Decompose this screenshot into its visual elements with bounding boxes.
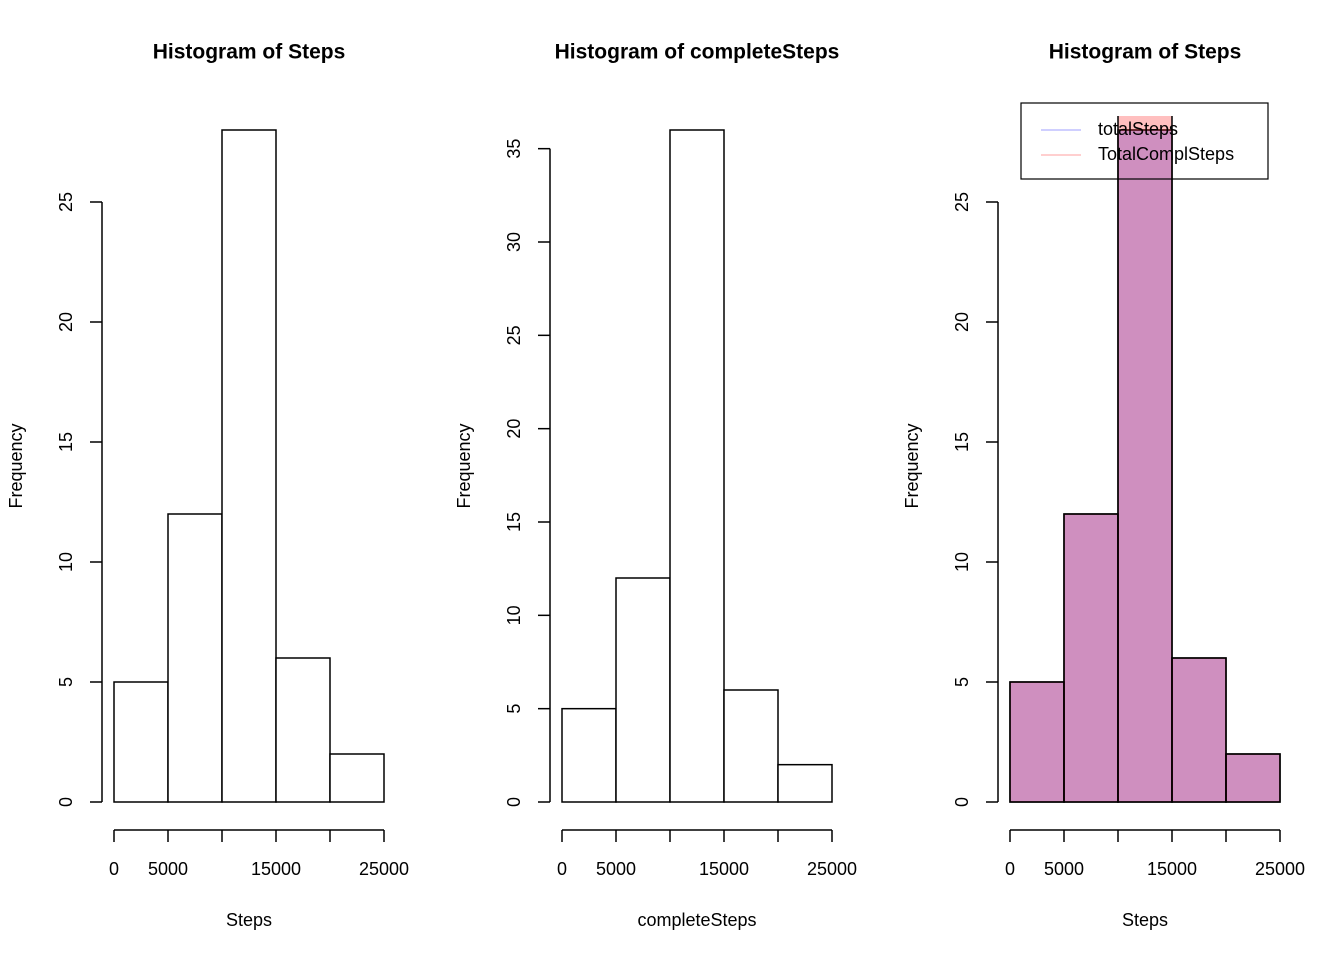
x-tick-label: 15000 <box>1147 859 1197 879</box>
x-tick-label: 0 <box>1005 859 1015 879</box>
plot-area <box>113 129 385 803</box>
plot-area <box>1009 116 1281 803</box>
y-tick-label: 0 <box>952 797 972 807</box>
bar <box>615 577 671 803</box>
bar <box>1063 513 1119 803</box>
y-tick-label: 25 <box>56 192 76 212</box>
legend-label: totalSteps <box>1098 119 1178 139</box>
bar <box>329 753 385 803</box>
x-tick-label: 25000 <box>359 859 409 879</box>
y-tick-label: 15 <box>504 512 524 532</box>
y-axis-label: Frequency <box>454 423 474 508</box>
bar <box>1225 753 1281 803</box>
x-tick-label: 15000 <box>699 859 749 879</box>
x-axis-label: completeSteps <box>637 910 756 930</box>
y-tick-label: 0 <box>56 797 76 807</box>
y-axis-label: Frequency <box>6 423 26 508</box>
bar <box>1117 116 1173 803</box>
bar <box>113 681 169 803</box>
x-tick-label: 15000 <box>251 859 301 879</box>
y-tick-label: 5 <box>504 704 524 714</box>
x-tick-label: 5000 <box>148 859 188 879</box>
y-tick-label: 20 <box>952 312 972 332</box>
x-tick-label: 25000 <box>1255 859 1305 879</box>
bar <box>669 129 725 803</box>
y-tick-label: 35 <box>504 139 524 159</box>
chart-title: Histogram of completeSteps <box>555 41 840 64</box>
x-axis-label: Steps <box>226 910 272 930</box>
bar <box>275 657 331 803</box>
y-tick-label: 10 <box>504 605 524 625</box>
bar <box>167 513 223 803</box>
bar <box>777 763 833 803</box>
chart-title: Histogram of Steps <box>1049 41 1242 64</box>
bar <box>1063 513 1119 803</box>
bar <box>1009 681 1065 803</box>
y-tick-label: 20 <box>56 312 76 332</box>
plot-area <box>561 129 833 803</box>
bar <box>1171 657 1227 803</box>
legend-label: TotalComplSteps <box>1098 144 1234 164</box>
y-tick-label: 10 <box>952 552 972 572</box>
y-tick-label: 0 <box>504 797 524 807</box>
legend-box <box>1020 102 1269 180</box>
bar <box>221 129 277 803</box>
bar <box>561 707 617 803</box>
y-tick-label: 15 <box>952 432 972 452</box>
x-tick-label: 5000 <box>596 859 636 879</box>
y-tick-label: 15 <box>56 432 76 452</box>
chart-title: Histogram of Steps <box>153 41 346 64</box>
x-axis-label: Steps <box>1122 910 1168 930</box>
y-tick-label: 25 <box>952 192 972 212</box>
y-tick-label: 30 <box>504 232 524 252</box>
x-tick-label: 0 <box>557 859 567 879</box>
bar <box>723 689 779 803</box>
y-tick-label: 10 <box>56 552 76 572</box>
y-tick-label: 20 <box>504 419 524 439</box>
y-tick-label: 25 <box>504 325 524 345</box>
x-tick-label: 0 <box>109 859 119 879</box>
y-tick-label: 5 <box>56 677 76 687</box>
y-tick-label: 5 <box>952 677 972 687</box>
y-axis-label: Frequency <box>902 423 922 508</box>
x-tick-label: 25000 <box>807 859 857 879</box>
x-tick-label: 5000 <box>1044 859 1084 879</box>
